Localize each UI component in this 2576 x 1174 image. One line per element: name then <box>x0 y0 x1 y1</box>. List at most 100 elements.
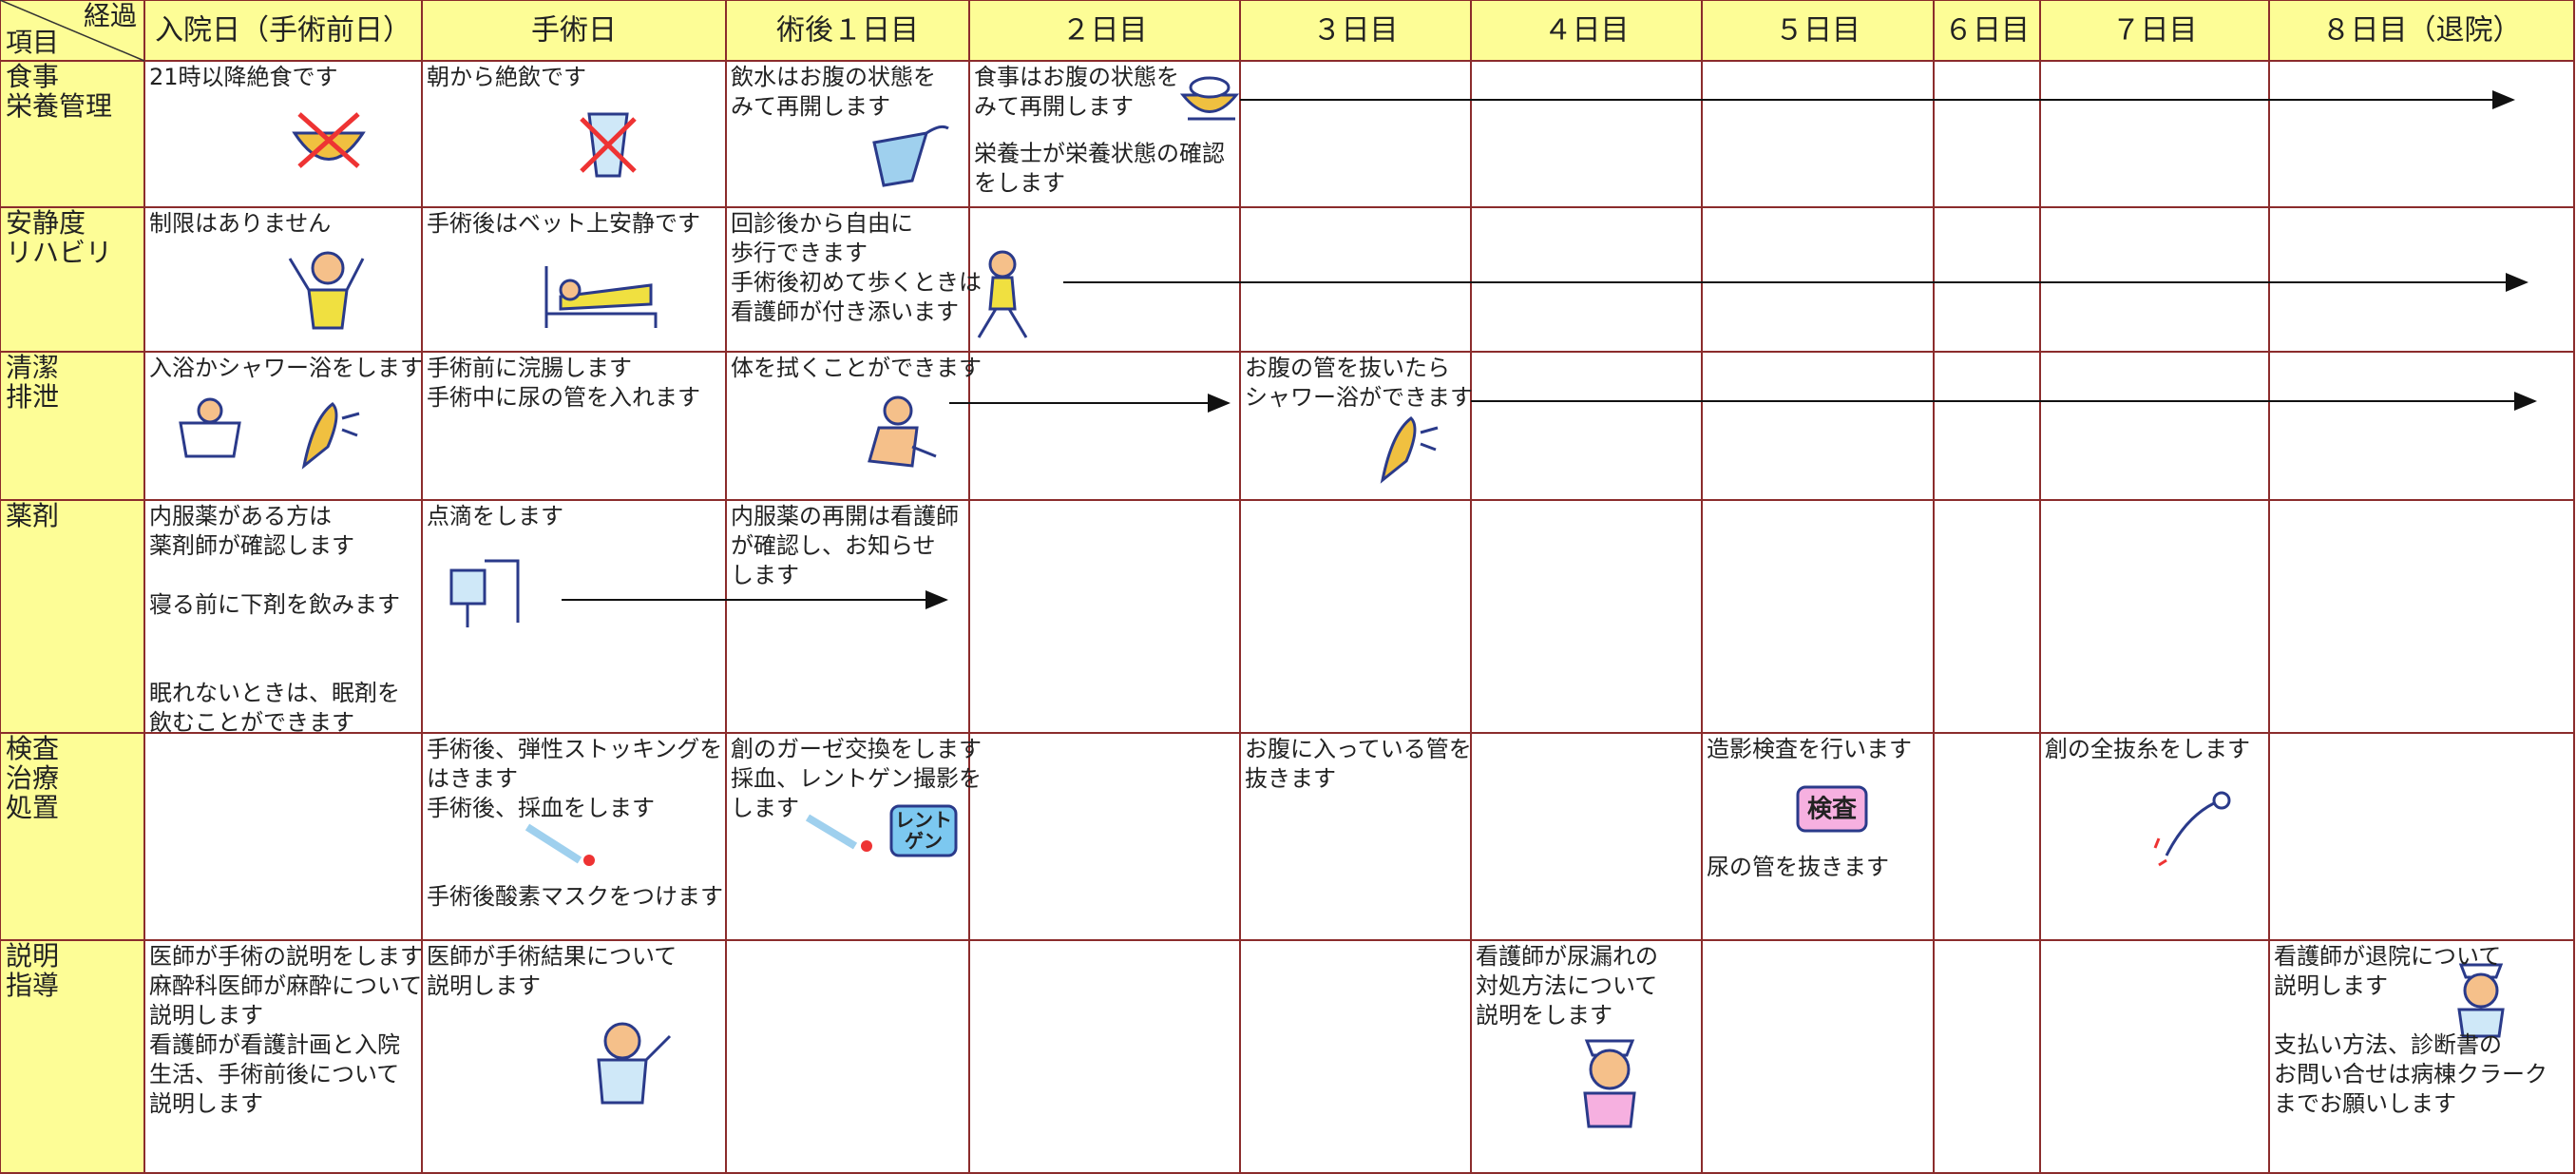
cell-text: 体を拭くことができます <box>731 355 982 381</box>
cell-text: 説明します <box>427 972 541 999</box>
cell-text: 医師が手術の説明をします <box>149 943 423 970</box>
icon-doctor <box>597 1022 672 1105</box>
row-label: 清潔 <box>6 352 59 383</box>
icon-bed <box>544 266 658 328</box>
icon-cup <box>872 125 949 187</box>
column-header: ３日目 <box>1313 14 1399 48</box>
cell-text: 看護師が看護計画と入院 <box>149 1031 400 1058</box>
column-header: ７日目 <box>2112 14 2198 48</box>
cell-text: 点滴をします <box>427 503 563 529</box>
row-label: 説明 <box>6 940 59 972</box>
cell-text: 麻酔科医師が麻酔について <box>149 972 422 999</box>
cell-text: までお願いします <box>2274 1090 2456 1117</box>
cell-text: 支払い方法、診断書の <box>2274 1031 2502 1058</box>
icons <box>179 76 2505 1128</box>
corner-top: 経過 <box>84 0 137 31</box>
badge-text: レント <box>895 809 952 832</box>
icon-cup <box>580 112 637 178</box>
corner-bottom: 項目 <box>6 27 59 58</box>
column-header: ４日目 <box>1544 14 1630 48</box>
icon-suture <box>2153 791 2231 867</box>
row-label: 薬剤 <box>6 500 59 531</box>
icon-nurse <box>1583 1039 1636 1128</box>
icon-exam <box>1796 785 1868 833</box>
cell-text: 尿の管を抜きます <box>1707 854 1889 880</box>
cell-text: 寝る前に下剤を飲みます <box>149 591 400 618</box>
icon-rice <box>1179 76 1240 121</box>
cell-text: 看護師が尿漏れの <box>1476 943 1658 970</box>
icon-wipe <box>868 395 937 468</box>
cell-text: 手術後、弾性ストッキングを <box>427 736 722 762</box>
cell-text: みて再開します <box>731 93 890 120</box>
column-header: 術後１日目 <box>776 14 919 48</box>
cell-text: 眠れないときは、眠剤を <box>149 680 400 706</box>
cell-text: 食事はお腹の状態を <box>974 64 1179 90</box>
row-label: 食事 <box>6 61 59 92</box>
badge-text: ゲン <box>905 830 943 853</box>
cell-text: 薬剤師が確認します <box>149 532 354 559</box>
cell-text: 内服薬がある方は <box>149 503 332 529</box>
row-label: 指導 <box>6 970 59 1001</box>
icon-walker <box>977 250 1028 338</box>
cell-text: はきます <box>427 765 518 792</box>
cell-text: 造影検査を行います <box>1707 736 1912 762</box>
icon-bowl <box>292 112 366 168</box>
cell-text: 制限はありません <box>149 210 331 237</box>
icon-drip <box>449 559 520 627</box>
cell-text: 21時以降絶食です <box>149 64 338 90</box>
row-label: 治療 <box>6 762 59 794</box>
cell-text: 手術後、採血をします <box>427 795 655 821</box>
cell-text: 回診後から自由に <box>731 210 913 237</box>
cell-text: お問い合せは病棟クラーク <box>2274 1061 2547 1087</box>
arrows <box>562 90 2537 609</box>
column-header: ６日目 <box>1944 14 2030 48</box>
cell-text: 看護師が退院について <box>2274 943 2501 970</box>
icon-person <box>288 251 365 330</box>
cell-text: 説明します <box>149 1002 263 1029</box>
cell-text: お腹の管を抜いたら <box>1245 355 1450 381</box>
column-header: ２日目 <box>1062 14 1148 48</box>
cell-text: します <box>731 795 799 821</box>
icon-bath <box>179 397 241 458</box>
cell-text: 飲むことができます <box>149 709 354 736</box>
cell-text: 生活、手術前後について <box>149 1061 399 1087</box>
badge-text: 検査 <box>1807 796 1857 824</box>
icon-shower <box>301 402 360 470</box>
cell-text: 内服薬の再開は看護師 <box>731 503 959 529</box>
corner-diagonal <box>0 0 145 62</box>
icon-shower <box>1380 416 1439 484</box>
cell-text: お腹に入っている管を <box>1245 736 1472 762</box>
cell-text: します <box>731 562 799 588</box>
cell-text: 医師が手術結果について <box>427 943 677 970</box>
row-label: リハビリ <box>6 237 112 268</box>
row-label: 処置 <box>6 792 59 823</box>
cell-text: 歩行できます <box>731 240 868 266</box>
column-header: 手術日 <box>531 14 617 48</box>
row-label: 栄養管理 <box>6 90 112 122</box>
cell-text: シャワー浴ができます <box>1245 384 1473 411</box>
column-header: ５日目 <box>1775 14 1860 48</box>
cell-text: 対処方法について <box>1476 972 1657 999</box>
icon-syringe <box>525 823 595 866</box>
cell-text: みて再開します <box>974 93 1134 120</box>
cell-text: 手術後はベット上安静です <box>427 210 700 237</box>
icon-xray <box>889 804 958 857</box>
cell-text: 説明をします <box>1476 1002 1612 1029</box>
label-bg <box>0 0 144 1174</box>
header-bg <box>0 0 2574 61</box>
cell-text: 創のガーゼ交換をします <box>731 736 982 762</box>
column-header: ８日目（退院） <box>2322 14 2522 48</box>
cell-text: が確認し、お知らせ <box>731 532 936 559</box>
cell-text: をします <box>974 170 1065 197</box>
cell-text: 説明します <box>2274 972 2388 999</box>
cell-text: 手術後酸素マスクをつけます <box>427 883 723 910</box>
cell-text: 説明します <box>149 1090 263 1117</box>
icon-syringe <box>805 814 872 852</box>
cell-text: 手術中に尿の管を入れます <box>427 384 700 411</box>
cell-text: 飲水はお腹の状態を <box>731 64 936 90</box>
row-label: 検査 <box>6 733 59 764</box>
cell-texts: 入院日（手術前日） 手術日 術後１日目 ２日目 ３日目 ４日目 ５日目 ６日目 ７日目 ８日目（退… <box>6 14 2547 1118</box>
cell-text: 手術後初めて歩くときは <box>731 269 982 296</box>
cell-text: 採血、レントゲン撮影を <box>731 765 982 792</box>
